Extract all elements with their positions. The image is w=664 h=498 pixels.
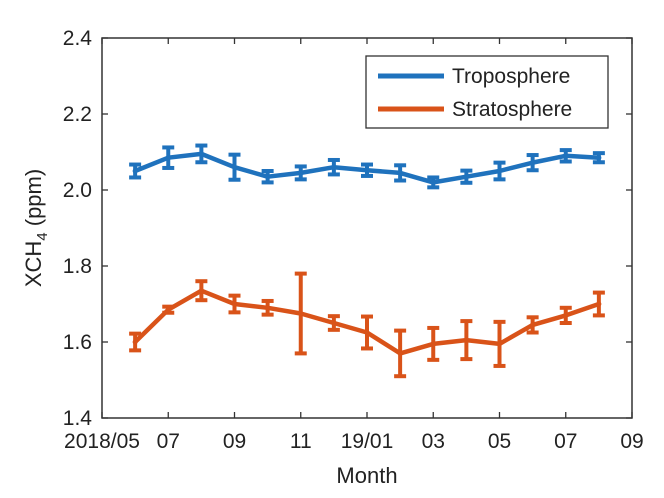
data-point (331, 320, 337, 326)
data-point (596, 301, 602, 307)
x-tick-label: 11 (290, 430, 312, 453)
y-axis-title-suffix: (ppm) (21, 169, 46, 233)
data-point (563, 312, 569, 318)
plot-area (101, 37, 633, 419)
x-tick-label: 03 (422, 430, 445, 453)
x-tick-label: 19/01 (341, 430, 394, 453)
series-troposphere (129, 143, 605, 190)
legend-label: Troposphere (452, 65, 570, 88)
series-stratosphere (129, 271, 605, 379)
legend-box (365, 55, 609, 129)
data-point (430, 341, 436, 347)
x-tick-label: 07 (554, 430, 577, 453)
y-axis-title: XCH4 (ppm) (21, 169, 51, 287)
y-axis-title-subscript: 4 (34, 232, 51, 240)
x-tick-label: 07 (157, 430, 180, 453)
y-tick-label: 1.6 (63, 331, 92, 354)
data-point (132, 339, 138, 345)
x-axis-title: Month (336, 463, 397, 488)
axes-ticks: 1.4 1.6 1.8 2.0 2.2 2.4 2018/05 07 09 11 19/01 03 05… (63, 27, 644, 453)
data-point (497, 168, 502, 174)
data-point (165, 155, 171, 161)
data-point (165, 307, 171, 313)
data-point (331, 164, 337, 170)
data-point (298, 311, 304, 316)
data-point (198, 288, 204, 294)
data-point (298, 170, 304, 176)
y-tick-label: 2.0 (63, 179, 92, 202)
data-point (397, 350, 403, 356)
data-point (497, 341, 502, 347)
data-point (530, 322, 536, 328)
legend-label: Stratosphere (452, 98, 572, 121)
data-point (563, 153, 569, 159)
data-point (596, 155, 602, 161)
y-tick-label: 2.4 (63, 27, 93, 50)
y-tick-label: 1.4 (63, 407, 93, 430)
x-tick-label: 09 (620, 430, 643, 453)
y-axis-title-prefix: XCH (21, 241, 46, 287)
y-tick-label: 2.2 (63, 103, 92, 126)
data-point (364, 167, 370, 173)
data-point (265, 305, 271, 311)
data-point (364, 330, 370, 335)
x-tick-label: 09 (223, 430, 246, 453)
data-point (397, 170, 403, 176)
data-point (132, 168, 138, 174)
legend: Troposphere Stratosphere (365, 55, 609, 129)
data-point (232, 164, 237, 170)
data-point (198, 151, 204, 157)
data-point (430, 179, 436, 185)
data-point (265, 174, 271, 180)
data-point (463, 174, 469, 180)
data-point (463, 337, 469, 343)
x-tick-label: 05 (488, 430, 511, 453)
x-tick-label: 2018/05 (64, 430, 140, 453)
data-point (232, 301, 237, 307)
y-tick-label: 1.8 (63, 255, 92, 278)
data-point (530, 160, 536, 166)
